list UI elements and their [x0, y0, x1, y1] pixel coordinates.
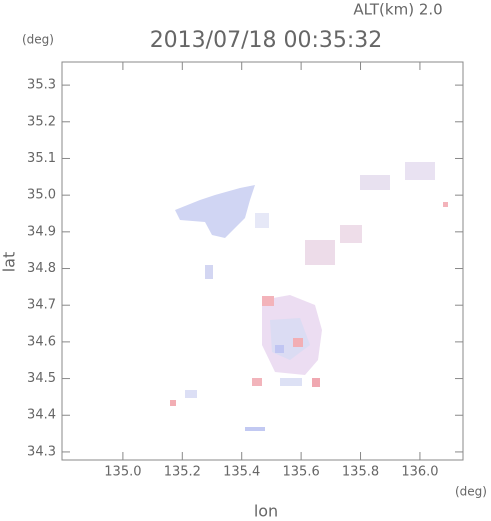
chart-title: 2013/07/18 00:35:32	[150, 28, 383, 53]
x-label: lon	[254, 502, 278, 521]
x-tick-label: 135.6	[283, 465, 320, 480]
y-tick-label: 34.8	[27, 261, 56, 276]
plot-frame	[61, 61, 464, 461]
x-tick-label: 135.0	[104, 465, 141, 480]
y-tick-label: 35.2	[27, 114, 56, 129]
x-tick-label: 135.8	[342, 465, 379, 480]
echo-field	[170, 162, 448, 431]
x-tick-label: 135.4	[223, 465, 260, 480]
y-tick-label: 34.4	[27, 408, 56, 423]
y-tick-label: 35.0	[27, 188, 56, 203]
y-tick-label: 35.3	[27, 78, 56, 93]
y-tick-label: 35.1	[27, 151, 56, 166]
x-tick-label: 135.2	[164, 465, 201, 480]
x-unit: (deg)	[455, 485, 487, 499]
y-tick-label: 34.5	[27, 371, 56, 386]
y-tick-label: 34.7	[27, 298, 56, 313]
subtitle: ALT(km) 2.0	[353, 1, 442, 19]
y-unit: (deg)	[22, 33, 54, 47]
x-tick-label: 136.0	[401, 465, 438, 480]
y-tick-label: 34.3	[27, 444, 56, 459]
y-tick-label: 34.9	[27, 224, 56, 239]
y-label: lat	[0, 252, 19, 273]
y-tick-label: 34.6	[27, 334, 56, 349]
